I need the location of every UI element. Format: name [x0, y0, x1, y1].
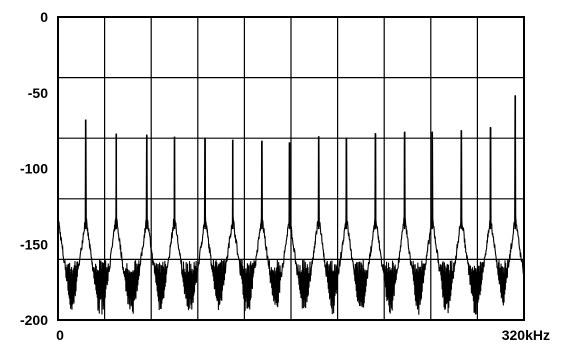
x-tick-label: 320kHz	[502, 327, 550, 343]
plot-frame	[57, 16, 525, 321]
y-tick-label: -150	[20, 236, 48, 252]
y-tick-label: -200	[20, 312, 48, 328]
x-axis-tick-labels: 0 320kHz	[56, 327, 550, 343]
y-tick-label: -100	[20, 161, 48, 177]
spectrum-trace	[57, 95, 525, 315]
y-tick-label: -50	[28, 85, 48, 101]
x-tick-label: 0	[56, 327, 64, 343]
y-tick-label: 0	[40, 9, 48, 25]
plot-area	[57, 95, 525, 315]
y-axis-tick-labels: 0 -50 -100 -150 -200	[20, 9, 48, 328]
grid	[58, 17, 524, 320]
